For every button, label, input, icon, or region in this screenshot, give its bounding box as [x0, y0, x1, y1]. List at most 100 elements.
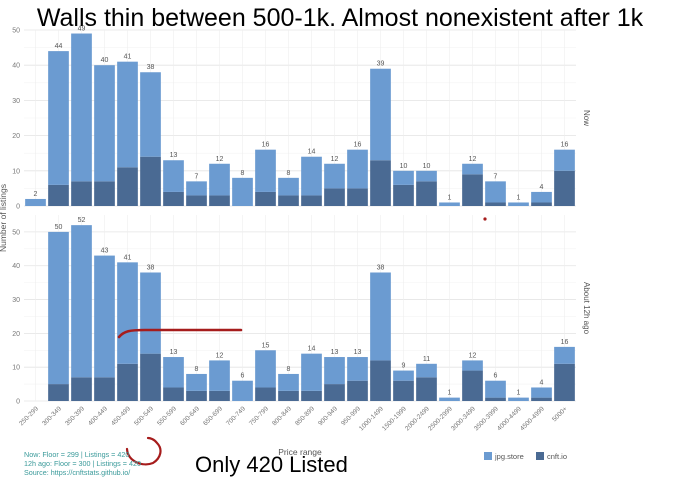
bar-jpg-1000-1499 — [370, 272, 391, 361]
bar-cnft-2000-2499 — [416, 377, 437, 401]
x-tick-label: 900-949 — [317, 405, 339, 427]
bar-total-label: 12 — [331, 156, 339, 163]
bar-cnft-500-549 — [140, 156, 161, 206]
bar-cnft-950-999 — [347, 380, 368, 401]
legend-swatch-jpg.store — [484, 452, 492, 460]
bar-cnft-800-849 — [278, 390, 299, 401]
bar-total-label: 7 — [494, 173, 498, 180]
bar-total-label: 12 — [469, 352, 477, 359]
x-tick-label: 850-899 — [294, 405, 316, 427]
bar-total-label: 11 — [423, 356, 430, 363]
bar-cnft-400-449 — [94, 377, 115, 401]
bar-total-label: 1 — [517, 194, 521, 201]
bar-total-label: 16 — [561, 142, 569, 149]
bar-cnft-300-349 — [48, 384, 69, 401]
x-tick-label: 750-799 — [248, 405, 270, 427]
bar-total-label: 39 — [377, 61, 385, 68]
source-line-now: Now: Floor = 299 | Listings = 420 — [24, 450, 130, 459]
y-tick-label: 30 — [12, 98, 20, 105]
bar-jpg-350-399 — [71, 33, 92, 182]
bar-jpg-750-799 — [255, 350, 276, 388]
bar-jpg-300-349 — [48, 231, 69, 385]
bar-jpg-650-699 — [209, 163, 230, 196]
bar-total-label: 13 — [170, 349, 178, 356]
x-tick-label: 650-699 — [202, 405, 224, 427]
bar-cnft-850-899 — [301, 390, 322, 401]
x-axis-label: Price range — [278, 447, 322, 457]
footer-annotation: Only 420 Listed — [195, 452, 348, 477]
x-tick-label: 5000+ — [551, 405, 569, 423]
bar-total-label: 7 — [195, 173, 199, 180]
bar-jpg-250-299 — [25, 198, 46, 206]
y-tick-label: 10 — [12, 168, 20, 175]
bar-cnft-750-799 — [255, 191, 276, 206]
bar-total-label: 4 — [540, 184, 544, 191]
red-wall-line-mark — [117, 328, 243, 339]
bar-jpg-500-549 — [140, 272, 161, 354]
bar-cnft-3500-3999 — [485, 397, 506, 401]
bar-cnft-4500-4999 — [531, 397, 552, 401]
bar-cnft-350-399 — [71, 181, 92, 206]
y-tick-label: 0 — [16, 399, 20, 406]
bar-total-label: 10 — [400, 163, 408, 170]
bar-cnft-450-499 — [117, 167, 138, 206]
bar-total-label: 14 — [308, 149, 316, 156]
bar-total-label: 40 — [101, 57, 109, 64]
bar-total-label: 52 — [78, 217, 86, 224]
bar-jpg-700-749 — [232, 177, 253, 206]
bar-total-label: 1 — [448, 390, 452, 397]
bar-total-label: 38 — [147, 64, 155, 71]
bar-jpg-3000-3499 — [462, 163, 483, 175]
y-tick-label: 50 — [12, 28, 20, 35]
bar-total-label: 1 — [448, 194, 452, 201]
y-axis-label: Number of listings — [0, 184, 8, 252]
bar-total-label: 10 — [423, 163, 431, 170]
bar-jpg-450-499 — [117, 262, 138, 364]
bar-total-label: 50 — [55, 224, 63, 231]
y-tick-label: 40 — [12, 63, 20, 70]
bar-cnft-1500-1999 — [393, 380, 414, 401]
bar-total-label: 16 — [561, 339, 569, 346]
bar-cnft-1000-1499 — [370, 160, 391, 206]
bar-cnft-450-499 — [117, 363, 138, 401]
bar-jpg-900-949 — [324, 163, 345, 189]
bar-cnft-3000-3499 — [462, 370, 483, 401]
bar-total-label: 12 — [216, 156, 224, 163]
bar-jpg-800-849 — [278, 177, 299, 196]
x-tick-label: 250-299 — [18, 405, 40, 427]
bar-cnft-350-399 — [71, 377, 92, 401]
bar-total-label: 6 — [241, 373, 245, 380]
legend-label-cnft.io: cnft.io — [547, 452, 567, 461]
bar-jpg-600-649 — [186, 181, 207, 196]
bar-jpg-5000+ — [554, 346, 575, 364]
bar-jpg-2500-2999 — [439, 202, 460, 206]
bar-cnft-2000-2499 — [416, 181, 437, 206]
bar-total-label: 9 — [402, 363, 406, 370]
bar-jpg-4500-4999 — [531, 191, 552, 203]
bar-total-label: 8 — [287, 170, 291, 177]
bar-total-label: 1 — [517, 390, 521, 397]
x-tick-label: 800-849 — [271, 405, 293, 427]
bar-jpg-400-449 — [94, 65, 115, 182]
panel-strip-12h: About 12h ago — [582, 282, 591, 335]
bar-jpg-550-599 — [163, 160, 184, 192]
bar-total-label: 13 — [170, 152, 178, 159]
bar-total-label: 4 — [540, 379, 544, 386]
bar-jpg-750-799 — [255, 149, 276, 192]
x-tick-label: 550-599 — [156, 405, 178, 427]
bar-total-label: 12 — [216, 352, 224, 359]
bar-cnft-850-899 — [301, 195, 322, 206]
bar-total-label: 8 — [287, 366, 291, 373]
y-tick-label: 50 — [12, 229, 20, 236]
y-tick-label: 20 — [12, 331, 20, 338]
bar-cnft-550-599 — [163, 387, 184, 401]
bar-total-label: 43 — [101, 248, 109, 255]
bar-jpg-2000-2499 — [416, 170, 437, 182]
bar-total-label: 2 — [34, 191, 38, 198]
bar-jpg-950-999 — [347, 149, 368, 189]
bar-cnft-1000-1499 — [370, 360, 391, 401]
panel-strip-now: Now — [582, 110, 591, 126]
headline-annotation: Walls thin between 500-1k. Almost nonexi… — [36, 4, 644, 32]
bar-cnft-1500-1999 — [393, 184, 414, 206]
